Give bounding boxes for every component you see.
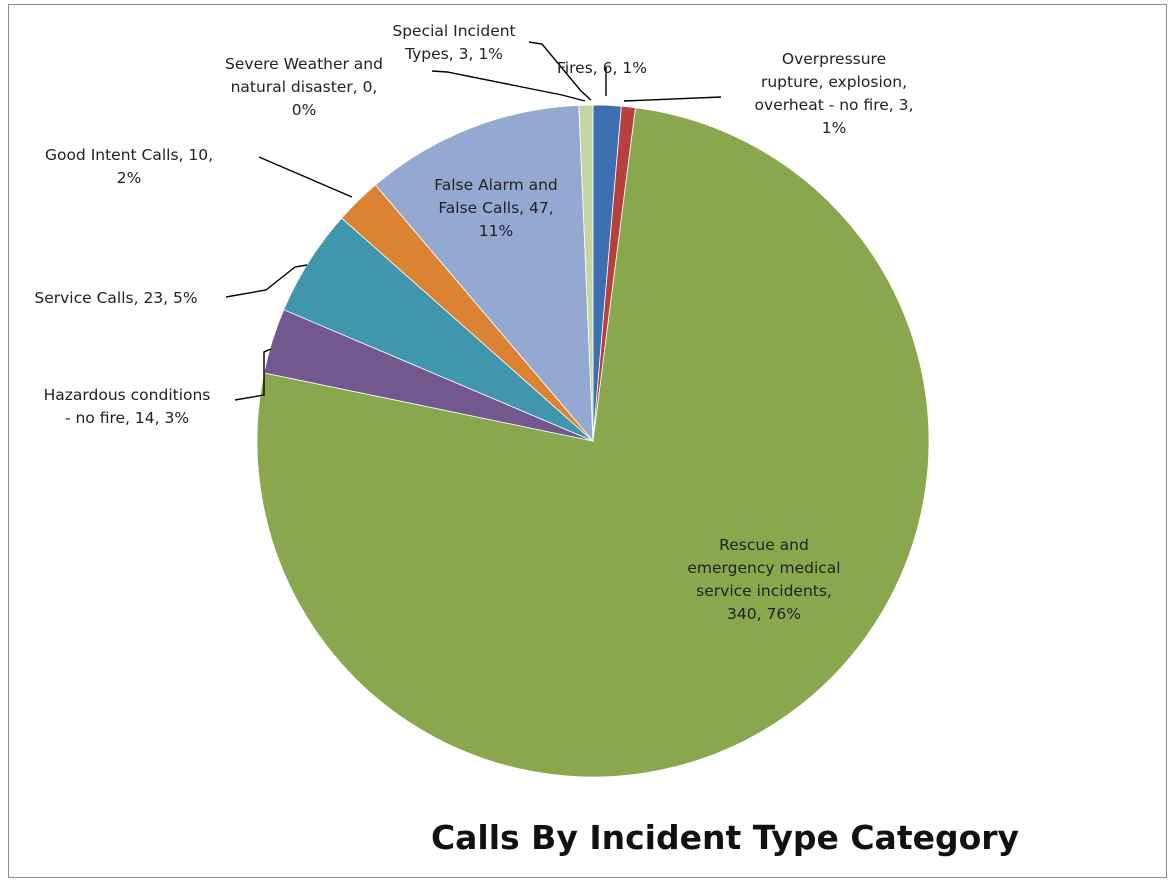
data-label-line: service incidents, bbox=[696, 582, 832, 600]
data-label-line: Hazardous conditions bbox=[44, 386, 211, 404]
data-label-line: 2% bbox=[117, 169, 142, 187]
data-label-line: 340, 76% bbox=[727, 605, 801, 623]
data-label-severe-weather-and-natural-disaster: Severe Weather and natural disaster, 0, 0% bbox=[225, 55, 383, 119]
leader-line-hazardous-conditions-no-fire bbox=[234, 348, 272, 401]
data-label-line: False Alarm and bbox=[434, 176, 558, 194]
data-label-line: Severe Weather and bbox=[225, 55, 383, 73]
data-labels: Fires, 6, 1% Overpressure rupture, explosi… bbox=[34, 22, 913, 623]
data-label-line: Rescue and bbox=[719, 536, 809, 554]
pie-chart: Fires, 6, 1% Overpressure rupture, explosi… bbox=[34, 22, 1019, 857]
data-label-line: natural disaster, 0, bbox=[231, 78, 378, 96]
leader-line-good-intent-calls bbox=[258, 156, 353, 198]
data-label-line: Special Incident bbox=[392, 22, 515, 40]
leader-line-service-calls bbox=[225, 264, 308, 298]
chart-frame: Fires, 6, 1% Overpressure rupture, explosi… bbox=[8, 4, 1167, 878]
data-label-good-intent-calls: Good Intent Calls, 10, 2% bbox=[45, 146, 213, 187]
data-label-service-calls: Service Calls, 23, 5% bbox=[34, 289, 197, 307]
chart-title: Calls By Incident Type Category bbox=[431, 818, 1019, 857]
data-label-special-incident-types: Special Incident Types, 3, 1% bbox=[392, 22, 515, 63]
data-label-line: 0% bbox=[292, 101, 317, 119]
pie-slice-false-alarm-and-false-calls bbox=[374, 104, 594, 443]
data-label-line: Types, 3, 1% bbox=[404, 45, 503, 63]
data-label-line: Service Calls, 23, 5% bbox=[34, 289, 197, 307]
pie-slices bbox=[256, 104, 930, 778]
leader-lines bbox=[225, 41, 722, 401]
data-label-hazardous-conditions-no-fire: Hazardous conditions - no fire, 14, 3% bbox=[44, 386, 211, 427]
leader-line-special-incident-types bbox=[528, 41, 592, 101]
data-label-line: Overpressure bbox=[782, 50, 886, 68]
data-label-false-alarm-and-false-calls: False Alarm and False Calls, 47, 11% bbox=[434, 176, 558, 240]
data-label-line: Fires, 6, 1% bbox=[557, 59, 647, 77]
data-label-line: rupture, explosion, bbox=[761, 73, 907, 91]
data-label-line: False Calls, 47, bbox=[438, 199, 553, 217]
data-label-line: - no fire, 14, 3% bbox=[65, 409, 189, 427]
data-label-line: emergency medical bbox=[687, 559, 840, 577]
data-label-line: 11% bbox=[479, 222, 513, 240]
data-label-rescue-and-emergency-medical-service-incidents: Rescue and emergency medical service incid… bbox=[687, 536, 840, 623]
leader-line-overpressure-rupture-explosion-overheat-no-fire bbox=[623, 96, 722, 102]
leader-line-severe-weather-and-natural-disaster bbox=[431, 70, 586, 102]
data-label-line: Good Intent Calls, 10, bbox=[45, 146, 213, 164]
pie-slice-special-incident-types bbox=[578, 104, 594, 442]
data-label-line: 1% bbox=[822, 119, 847, 137]
data-label-fires: Fires, 6, 1% bbox=[557, 59, 647, 77]
data-label-overpressure-rupture-explosion-overheat-no-fire: Overpressure rupture, explosion, overheat … bbox=[755, 50, 914, 137]
data-label-line: overheat - no fire, 3, bbox=[755, 96, 914, 114]
pie-slice-rescue-and-emergency-medical-service-incidents bbox=[256, 107, 930, 778]
